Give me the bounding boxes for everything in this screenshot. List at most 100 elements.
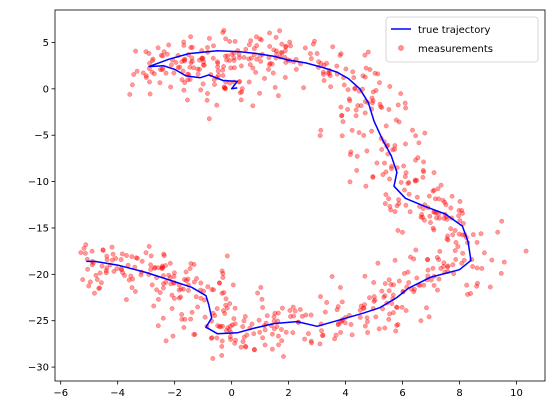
measurement-point <box>205 91 210 96</box>
measurement-point <box>241 54 247 60</box>
measurement-point <box>302 336 308 342</box>
measurement-point <box>228 65 234 71</box>
measurement-point <box>282 74 288 80</box>
measurement-point <box>431 227 437 233</box>
measurement-point <box>181 39 187 45</box>
measurement-point <box>258 37 264 43</box>
measurement-point <box>163 338 169 344</box>
measurement-point <box>201 288 207 294</box>
measurement-point <box>325 70 331 76</box>
measurement-point <box>278 327 284 332</box>
measurement-point <box>407 209 413 215</box>
measurement-point <box>231 55 237 61</box>
measurement-point <box>275 310 281 316</box>
measurement-point <box>89 262 95 268</box>
measurement-point <box>129 82 135 88</box>
measurement-point <box>120 270 126 276</box>
measurement-point <box>94 277 100 282</box>
measurement-point <box>281 354 286 359</box>
measurement-point <box>432 196 438 202</box>
measurement-point <box>215 64 221 70</box>
measurement-point <box>93 272 99 278</box>
measurement-point <box>362 273 368 279</box>
measurement-point <box>179 59 185 65</box>
measurement-point <box>231 316 237 322</box>
measurement-point <box>257 36 263 42</box>
measurement-point <box>126 277 132 283</box>
measurement-point <box>166 42 172 48</box>
measurement-point <box>147 60 153 66</box>
measurement-point <box>199 56 205 62</box>
measurement-point <box>202 297 207 303</box>
measurement-point <box>392 143 398 149</box>
measurement-point <box>253 34 259 40</box>
measurement-point <box>395 102 401 108</box>
measurement-point <box>324 60 330 66</box>
measurement-point <box>435 287 440 293</box>
measurement-point <box>241 318 247 324</box>
measurement-point <box>303 312 309 318</box>
measurement-point <box>340 119 346 125</box>
measurement-point <box>222 85 228 91</box>
measurement-point <box>372 297 378 303</box>
measurement-point <box>414 177 420 183</box>
measurement-point <box>369 100 375 106</box>
measurement-point <box>149 58 155 64</box>
measurement-point <box>223 53 228 59</box>
measurement-point <box>400 229 405 235</box>
measurement-point <box>310 41 316 47</box>
measurement-point <box>307 51 313 57</box>
measurement-point <box>399 304 405 310</box>
measurement-point <box>148 266 154 272</box>
measurement-point <box>430 225 436 231</box>
measurement-point <box>227 334 233 340</box>
measurement-point <box>160 264 166 270</box>
measurement-point <box>339 112 345 118</box>
measurement-point <box>133 255 139 261</box>
measurement-point <box>188 34 194 40</box>
measurement-point <box>195 71 201 77</box>
measurement-point <box>305 331 311 337</box>
measurement-point <box>370 89 376 95</box>
measurement-point <box>328 84 334 90</box>
measurement-point <box>159 263 165 269</box>
measurement-point <box>111 268 117 274</box>
measurement-point <box>185 276 191 282</box>
measurement-point <box>210 55 216 61</box>
measurement-point <box>378 104 384 110</box>
measurement-point <box>97 285 103 291</box>
measurement-point <box>257 329 263 335</box>
measurement-point <box>309 340 314 346</box>
measurement-point <box>256 317 262 323</box>
measurement-point <box>360 305 366 311</box>
measurement-point <box>178 294 184 300</box>
measurement-point <box>358 303 364 309</box>
measurement-point <box>273 34 279 40</box>
measurement-point <box>347 98 353 104</box>
measurement-point <box>367 295 372 301</box>
measurement-point <box>103 270 109 276</box>
measurement-point <box>243 46 249 52</box>
measurement-point <box>267 60 273 66</box>
measurement-point <box>189 309 195 315</box>
measurement-point <box>80 277 86 283</box>
measurement-point <box>83 242 89 248</box>
measurement-point <box>271 314 277 320</box>
measurement-point <box>260 335 266 341</box>
measurement-point <box>405 180 411 186</box>
measurement-point <box>179 77 185 83</box>
measurement-point <box>182 58 188 64</box>
measurement-point <box>157 80 163 86</box>
measurement-point <box>132 289 138 294</box>
measurement-point <box>264 313 270 319</box>
measurement-point <box>314 51 320 56</box>
measurement-point <box>395 322 401 328</box>
measurement-point <box>215 323 221 329</box>
measurement-point <box>143 73 149 79</box>
measurement-point <box>224 57 230 63</box>
measurement-point <box>428 220 433 225</box>
measurement-point <box>267 30 272 36</box>
measurement-point <box>461 257 467 263</box>
measurement-point <box>119 251 125 257</box>
measurement-point <box>394 305 400 310</box>
